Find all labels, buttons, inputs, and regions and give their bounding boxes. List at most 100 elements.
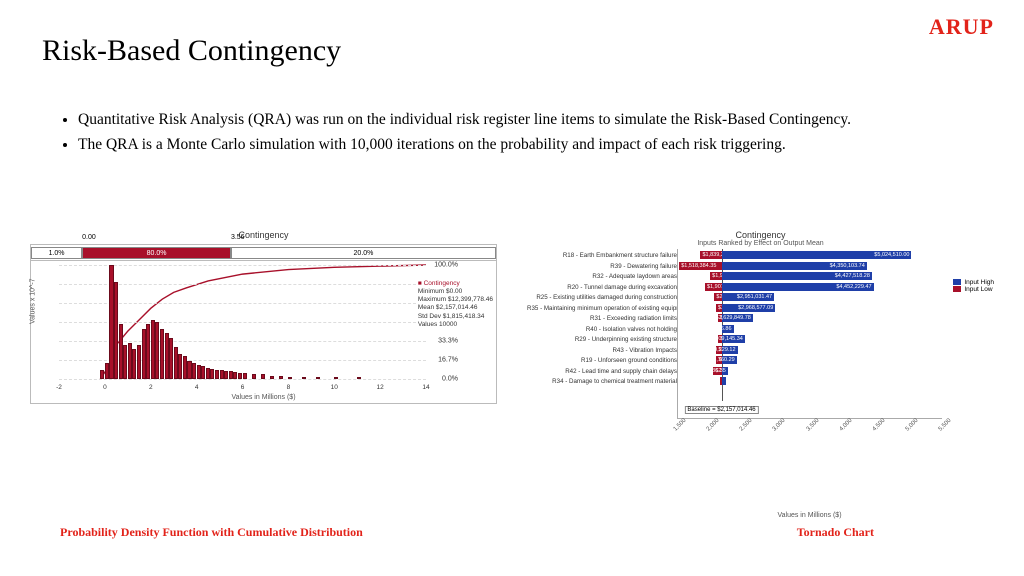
legend-low-label: Input Low [964, 286, 992, 293]
pdf-x-tick: 14 [422, 384, 429, 391]
tornado-bar-high: $2,253,236.35 [722, 367, 728, 375]
pdf-bar [220, 370, 224, 379]
pdf-header-marker: 3.56 [231, 234, 245, 241]
pdf-bar [238, 373, 242, 379]
tornado-title: Contingency [527, 230, 994, 240]
tornado-x-tick: 1,500 [673, 418, 688, 433]
pdf-bar [100, 370, 104, 379]
tornado-chart: R18 - Earth Embankment structure failure… [527, 249, 994, 419]
pdf-bar [334, 377, 338, 379]
pdf-plot-area: 0.0%16.7%33.3%50.0%66.7%83.3%100.0%-2024… [59, 265, 426, 379]
tornado-label: R18 - Earth Embankment structure failure [527, 251, 677, 262]
bullet-item: The QRA is a Monte Carlo simulation with… [78, 135, 984, 156]
tornado-bar-high: $2,399,229.12 [722, 346, 738, 354]
tornado-bar-high: $4,427,518.28 [722, 272, 872, 280]
tornado-label: R25 - Existing utilities damaged during … [527, 293, 677, 304]
pdf-bar [169, 338, 173, 379]
tornado-bar-high: $4,350,103.74 [722, 262, 867, 270]
pdf-xlabel: Values in Millions ($) [31, 394, 496, 401]
tornado-bar-high: $2,509,145.34 [722, 335, 745, 343]
tornado-bar-high: $2,629,849.78 [722, 314, 753, 322]
tornado-label: R20 - Tunnel damage during excavation [527, 283, 677, 294]
pdf-header-box: 20.0% [231, 247, 496, 259]
pdf-bar [316, 377, 320, 379]
pdf-bar [114, 282, 118, 379]
tornado-plot-area: $1,839,292.84$5,024,510.00$1,518,384.35$… [677, 249, 942, 419]
pdf-percentile-header: 0.003.561.0%80.0%20.0% [31, 245, 496, 261]
tornado-legend: Input High Input Low [953, 279, 994, 293]
pdf-bar [201, 366, 205, 379]
tornado-row-labels: R18 - Earth Embankment structure failure… [527, 249, 677, 419]
tornado-label: R32 - Adequate laydown areas [527, 272, 677, 283]
tornado-bar-low: $1,985,428.15 [710, 272, 721, 280]
pdf-bar [233, 372, 237, 379]
pdf-bar [279, 376, 283, 379]
pdf-header-marker: 0.00 [82, 234, 96, 241]
pdf-bar [174, 347, 178, 379]
pdf-chart-box: Contingency 0.003.561.0%80.0%20.0% Value… [30, 230, 497, 516]
tornado-label: R42 - Lead time and supply chain delays [527, 367, 677, 378]
pdf-bar [165, 333, 169, 379]
pdf-x-tick: -2 [56, 384, 62, 391]
tornado-baseline-label: Baseline = $2,157,014.46 [684, 406, 758, 414]
pdf-y2-tick: 16.7% [438, 356, 458, 363]
tornado-chart-box: Contingency Inputs Ranked by Effect on O… [527, 230, 994, 516]
tornado-x-tick: 2,000 [706, 418, 721, 433]
bullet-item: Quantitative Risk Analysis (QRA) was run… [78, 110, 984, 131]
tornado-bar-low: $1,518,384.35 [679, 262, 721, 270]
tornado-bar-low: $2,049,875.45 [714, 293, 721, 301]
legend-high-swatch [953, 279, 961, 285]
pdf-bar [243, 373, 247, 379]
pdf-legend: ■ ContingencyMinimum $0.00Maximum $12,39… [417, 279, 494, 330]
pdf-bar [119, 324, 123, 379]
tornado-label: R43 - Vibration Impacts [527, 346, 677, 357]
pdf-bar [224, 371, 228, 379]
tornado-label: R39 - Dewatering failure [527, 262, 677, 273]
pdf-bar [302, 377, 306, 379]
pdf-bar [288, 377, 292, 379]
pdf-legend-row: Minimum $0.00 [418, 288, 493, 296]
tornado-xlabel: Values in Millions ($) [677, 512, 942, 519]
pdf-bar [210, 369, 214, 379]
tornado-bar-high: $5,024,510.00 [722, 251, 912, 259]
tornado-x-tick: 5,000 [905, 418, 920, 433]
tornado-x-tick: 3,500 [805, 418, 820, 433]
charts-row: Contingency 0.003.561.0%80.0%20.0% Value… [30, 230, 994, 516]
pdf-bar [206, 368, 210, 379]
tornado-bar-high: $2,338,776.86 [722, 325, 734, 333]
pdf-legend-row: Maximum $12,399,778.46 [418, 296, 493, 304]
pdf-x-tick: 0 [103, 384, 107, 391]
pdf-bar [183, 356, 187, 379]
pdf-legend-row: Std Dev $1,815,418.34 [418, 313, 493, 321]
pdf-bar [357, 377, 361, 379]
tornado-label: R40 - Isolation valves not holding [527, 325, 677, 336]
tornado-bar-high: $2,968,577.09 [722, 304, 776, 312]
pdf-x-tick: 8 [287, 384, 291, 391]
pdf-y2-tick: 0.0% [442, 376, 458, 383]
pdf-legend-title: ■ Contingency [418, 280, 493, 288]
bullet-list: Quantitative Risk Analysis (QRA) was run… [60, 110, 984, 160]
tornado-bar-high: $4,452,229.47 [722, 283, 874, 291]
tornado-bar-low: $1,839,292.84 [700, 251, 721, 259]
pdf-bar [178, 354, 182, 379]
slide-title: Risk-Based Contingency [42, 34, 341, 68]
tornado-label: R35 - Maintaining minimum operation of e… [527, 304, 677, 315]
legend-high-label: Input High [964, 279, 994, 286]
pdf-x-tick: 4 [195, 384, 199, 391]
legend-low-swatch [953, 286, 961, 292]
tornado-label: R29 - Underpinning existing structure [527, 335, 677, 346]
brand-logo: ARUP [929, 14, 994, 40]
pdf-bar [270, 376, 274, 379]
pdf-bar [123, 345, 127, 379]
pdf-bar [261, 374, 265, 379]
pdf-bar [137, 345, 141, 379]
pdf-header-box: 80.0% [82, 247, 231, 259]
pdf-bar [197, 365, 201, 379]
pdf-bar [132, 349, 136, 379]
pdf-bar [192, 363, 196, 379]
pdf-x-tick: 2 [149, 384, 153, 391]
pdf-y2-tick: 100.0% [434, 262, 458, 269]
tornado-x-tick: 3,000 [772, 418, 787, 433]
pdf-bar [142, 329, 146, 379]
pdf-bar [187, 361, 191, 379]
